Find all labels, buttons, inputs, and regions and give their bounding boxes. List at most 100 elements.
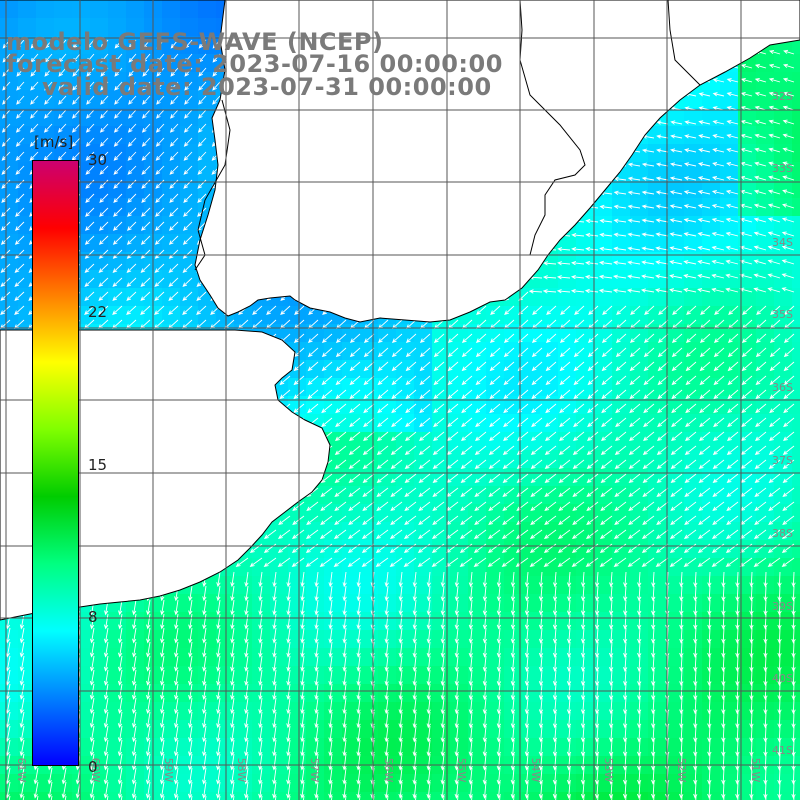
wind-arrow [431, 557, 445, 568]
field-cell [756, 342, 775, 361]
wind-arrow [628, 473, 641, 484]
field-cell [666, 774, 685, 793]
wind-arrow [615, 403, 627, 414]
wind-arrow [342, 613, 347, 630]
field-cell [774, 630, 793, 649]
wind-arrow [698, 92, 711, 97]
wind-arrow [216, 613, 221, 630]
field-cell [666, 630, 685, 649]
wind-arrow [559, 375, 571, 386]
wind-arrow [524, 697, 530, 715]
wind-arrow [160, 641, 165, 658]
field-cell [684, 162, 703, 181]
field-cell [774, 324, 793, 343]
field-cell [576, 630, 595, 649]
wind-arrow [735, 641, 740, 658]
wind-arrow [616, 305, 627, 315]
wind-arrow [749, 585, 754, 602]
wind-arrow [170, 109, 179, 119]
wind-arrow [112, 235, 123, 245]
wind-arrow [735, 627, 740, 644]
wind-arrow [791, 655, 796, 672]
wind-arrow [768, 147, 781, 153]
wind-arrow [623, 613, 628, 630]
field-cell [486, 540, 505, 559]
wind-arrow [685, 361, 697, 372]
wind-arrow [117, 697, 123, 715]
wind-arrow [502, 459, 515, 470]
wind-arrow [711, 176, 725, 181]
wind-arrow [594, 669, 600, 687]
wind-arrow [679, 571, 684, 588]
wind-arrow [384, 585, 389, 602]
wind-arrow [599, 529, 613, 540]
field-cell [126, 0, 145, 19]
wind-arrow [543, 543, 557, 554]
wind-arrow [44, 95, 53, 105]
wind-arrow [599, 557, 613, 568]
field-cell [486, 450, 505, 469]
wind-arrow [440, 655, 445, 672]
field-cell [792, 504, 800, 523]
field-cell [684, 792, 703, 804]
field-cell [72, 126, 91, 145]
wind-arrow [763, 599, 768, 616]
wind-arrow [333, 543, 347, 554]
wind-arrow [398, 711, 403, 729]
wind-arrow [531, 417, 543, 428]
field-cell [576, 450, 595, 469]
field-cell [612, 180, 631, 199]
field-cell [324, 324, 343, 343]
wind-arrow [44, 109, 53, 119]
wind-arrow [608, 725, 614, 743]
field-cell [576, 558, 595, 577]
wind-arrow [403, 543, 417, 554]
wind-arrow [258, 571, 263, 588]
field-cell [792, 252, 800, 271]
wind-arrow [707, 669, 712, 687]
wind-arrow [754, 459, 767, 470]
wind-arrow [721, 613, 726, 630]
wind-arrow [684, 515, 697, 526]
wind-arrow [651, 711, 656, 729]
wind-arrow [306, 515, 319, 526]
field-cell [432, 378, 451, 397]
wind-arrow [580, 725, 586, 743]
field-cell [558, 666, 577, 685]
field-cell [90, 234, 109, 253]
field-cell [540, 432, 559, 451]
wind-arrow [629, 375, 641, 386]
field-cell [738, 72, 757, 91]
field-cell [234, 612, 253, 631]
wind-arrow [630, 305, 641, 315]
field-cell [108, 720, 127, 739]
field-cell [648, 720, 667, 739]
wind-arrow [697, 162, 711, 167]
wind-arrow [726, 445, 739, 456]
wind-arrow [230, 627, 235, 644]
wind-arrow [670, 501, 683, 512]
wind-arrow [72, 95, 81, 105]
wind-arrow [725, 273, 739, 279]
wind-arrow [637, 599, 642, 616]
wind-arrow [538, 627, 544, 644]
wind-arrow [286, 571, 291, 588]
wind-arrow [587, 403, 599, 414]
field-cell [324, 630, 343, 649]
wind-arrow [419, 361, 431, 372]
wind-arrow [72, 109, 81, 119]
wind-arrow [726, 78, 739, 83]
wind-arrow [545, 403, 557, 414]
wind-arrow [272, 641, 277, 658]
wind-arrow [182, 221, 193, 231]
field-cell [126, 54, 145, 73]
wind-arrow [629, 431, 641, 442]
wind-arrow [642, 515, 655, 526]
wind-arrow [711, 217, 725, 223]
field-cell [270, 738, 289, 757]
wind-arrow [524, 711, 530, 729]
wind-arrow [440, 725, 445, 743]
field-cell [774, 216, 793, 235]
wind-arrow [684, 501, 697, 512]
wind-arrow [58, 53, 67, 63]
